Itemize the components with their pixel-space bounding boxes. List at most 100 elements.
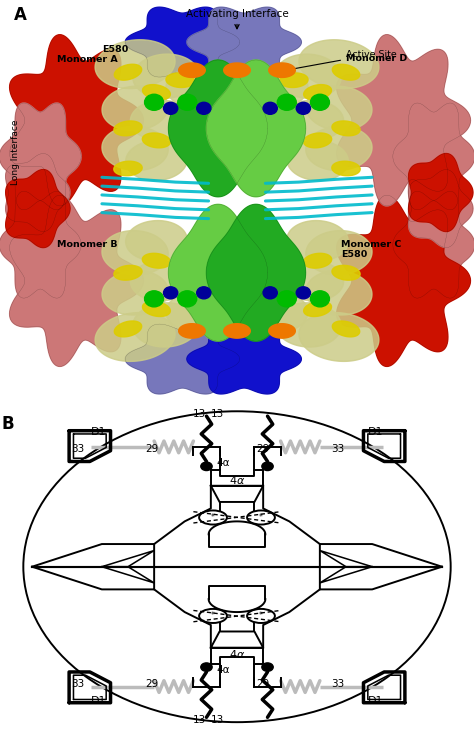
Polygon shape bbox=[143, 85, 170, 100]
Polygon shape bbox=[261, 89, 289, 104]
Polygon shape bbox=[393, 191, 474, 298]
Polygon shape bbox=[332, 64, 360, 80]
Text: 13: 13 bbox=[211, 715, 224, 724]
Circle shape bbox=[296, 102, 310, 114]
Polygon shape bbox=[9, 195, 143, 367]
Text: 33: 33 bbox=[331, 444, 344, 454]
Polygon shape bbox=[133, 54, 199, 99]
Polygon shape bbox=[102, 86, 168, 130]
Polygon shape bbox=[303, 253, 332, 268]
Polygon shape bbox=[114, 121, 142, 135]
Text: D1: D1 bbox=[368, 696, 383, 706]
Polygon shape bbox=[0, 103, 81, 210]
Polygon shape bbox=[207, 60, 306, 197]
Polygon shape bbox=[224, 63, 250, 77]
Text: D1: D1 bbox=[368, 428, 383, 437]
Polygon shape bbox=[393, 103, 474, 210]
Polygon shape bbox=[125, 7, 240, 77]
Polygon shape bbox=[187, 324, 301, 394]
Polygon shape bbox=[409, 154, 473, 232]
Circle shape bbox=[201, 462, 212, 470]
Polygon shape bbox=[114, 64, 142, 80]
Circle shape bbox=[277, 291, 296, 307]
Polygon shape bbox=[332, 121, 360, 135]
Polygon shape bbox=[275, 302, 341, 347]
Polygon shape bbox=[179, 63, 205, 77]
Polygon shape bbox=[269, 324, 295, 338]
Text: D1: D1 bbox=[91, 696, 107, 706]
Polygon shape bbox=[306, 127, 372, 171]
Polygon shape bbox=[299, 313, 379, 361]
Polygon shape bbox=[95, 313, 175, 361]
Polygon shape bbox=[275, 54, 341, 99]
Text: 33: 33 bbox=[331, 679, 344, 690]
Text: D233: D233 bbox=[213, 166, 241, 174]
Text: 29: 29 bbox=[146, 679, 159, 690]
Polygon shape bbox=[287, 141, 348, 180]
Circle shape bbox=[310, 94, 329, 110]
Polygon shape bbox=[306, 271, 372, 315]
Polygon shape bbox=[166, 73, 194, 88]
Polygon shape bbox=[332, 266, 360, 280]
Polygon shape bbox=[114, 161, 142, 176]
Polygon shape bbox=[133, 302, 199, 347]
Circle shape bbox=[263, 287, 277, 299]
Polygon shape bbox=[142, 133, 171, 148]
Circle shape bbox=[262, 462, 273, 470]
Polygon shape bbox=[280, 73, 308, 88]
Polygon shape bbox=[337, 35, 470, 206]
Circle shape bbox=[310, 291, 329, 307]
Circle shape bbox=[263, 102, 277, 114]
Polygon shape bbox=[166, 293, 228, 333]
Polygon shape bbox=[102, 127, 168, 171]
Text: Monomer C: Monomer C bbox=[341, 240, 401, 249]
Text: Active Site: Active Site bbox=[279, 50, 397, 73]
Circle shape bbox=[201, 663, 212, 671]
Text: 33: 33 bbox=[71, 679, 84, 690]
Polygon shape bbox=[303, 133, 332, 148]
Text: *: * bbox=[259, 513, 263, 522]
Text: 13: 13 bbox=[193, 715, 207, 724]
Text: $4\alpha$: $4\alpha$ bbox=[229, 648, 245, 659]
Text: 13: 13 bbox=[193, 408, 207, 419]
Polygon shape bbox=[246, 293, 308, 333]
Text: 4α: 4α bbox=[216, 665, 230, 676]
Text: Monomer B: Monomer B bbox=[57, 240, 118, 249]
Polygon shape bbox=[169, 60, 267, 197]
Polygon shape bbox=[6, 154, 70, 232]
Circle shape bbox=[164, 102, 178, 114]
Polygon shape bbox=[142, 253, 171, 268]
Polygon shape bbox=[95, 40, 175, 88]
Text: D1: D1 bbox=[91, 428, 107, 437]
Polygon shape bbox=[282, 261, 344, 301]
Text: E580: E580 bbox=[341, 250, 367, 259]
Polygon shape bbox=[187, 7, 301, 77]
Polygon shape bbox=[6, 169, 70, 247]
Text: Activating Interface: Activating Interface bbox=[186, 9, 288, 29]
Text: 4α: 4α bbox=[216, 458, 230, 468]
Polygon shape bbox=[224, 324, 250, 338]
Circle shape bbox=[164, 287, 178, 299]
Polygon shape bbox=[9, 35, 143, 206]
Polygon shape bbox=[143, 301, 170, 316]
Polygon shape bbox=[409, 169, 473, 247]
Circle shape bbox=[277, 94, 296, 110]
Text: E580: E580 bbox=[102, 45, 128, 54]
Circle shape bbox=[197, 287, 211, 299]
Polygon shape bbox=[332, 321, 360, 337]
Polygon shape bbox=[125, 324, 240, 394]
Polygon shape bbox=[169, 205, 267, 342]
Polygon shape bbox=[337, 195, 470, 367]
Text: 29: 29 bbox=[256, 444, 270, 454]
Circle shape bbox=[145, 291, 164, 307]
Text: 13: 13 bbox=[211, 408, 224, 419]
Text: 29: 29 bbox=[256, 679, 270, 690]
Polygon shape bbox=[287, 221, 348, 261]
Polygon shape bbox=[179, 324, 205, 338]
Text: *: * bbox=[211, 612, 215, 620]
Polygon shape bbox=[246, 68, 308, 108]
Text: *: * bbox=[259, 612, 263, 620]
Polygon shape bbox=[166, 68, 228, 108]
Text: *: * bbox=[211, 513, 215, 522]
Polygon shape bbox=[269, 63, 295, 77]
